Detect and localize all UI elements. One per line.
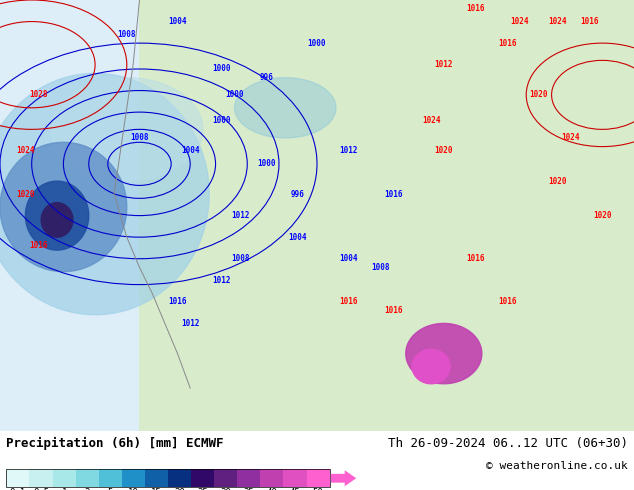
Text: Precipitation (6h) [mm] ECMWF: Precipitation (6h) [mm] ECMWF [6,437,224,450]
Text: 1020: 1020 [529,90,548,99]
Text: 15: 15 [151,488,162,490]
Bar [191,469,214,487]
Polygon shape [0,74,209,315]
Bar [237,469,261,487]
Text: 1020: 1020 [434,147,453,155]
Text: 1024: 1024 [561,133,580,143]
Bar [53,469,75,487]
Text: 1004: 1004 [168,17,187,26]
Text: 1028: 1028 [29,90,48,99]
Text: 20: 20 [174,488,185,490]
Text: 45: 45 [290,488,301,490]
Text: 1016: 1016 [384,190,403,198]
Text: 1016: 1016 [339,297,358,306]
Text: 1012: 1012 [231,211,250,220]
Bar [145,469,168,487]
Text: 1020: 1020 [593,211,612,220]
Text: 996: 996 [259,73,273,82]
Polygon shape [25,181,89,250]
Text: 0.5: 0.5 [33,488,49,490]
Bar [29,469,53,487]
Text: 1012: 1012 [434,60,453,69]
Text: 5: 5 [108,488,113,490]
Text: 1024: 1024 [510,17,529,26]
Text: © weatheronline.co.uk: © weatheronline.co.uk [486,461,628,470]
Polygon shape [114,0,634,431]
Text: Th 26-09-2024 06..12 UTC (06+30): Th 26-09-2024 06..12 UTC (06+30) [387,437,628,450]
Text: 1000: 1000 [307,39,327,48]
Text: 1016: 1016 [29,241,48,250]
Text: 1008: 1008 [130,133,149,143]
Bar [122,469,145,487]
Polygon shape [0,142,127,271]
Bar [261,469,283,487]
Bar [6,469,330,487]
Polygon shape [51,77,203,181]
FancyArrow shape [331,470,356,486]
Polygon shape [41,203,73,237]
Text: 1016: 1016 [466,254,485,263]
Text: 30: 30 [221,488,231,490]
Text: 1000: 1000 [257,159,276,169]
Text: 1016: 1016 [498,297,517,306]
Text: 10: 10 [128,488,139,490]
Text: 1012: 1012 [212,276,231,285]
Text: 25: 25 [197,488,208,490]
Text: 1016: 1016 [466,4,485,13]
Bar [99,469,122,487]
Text: 1024: 1024 [548,17,567,26]
Bar [6,469,29,487]
Text: 35: 35 [243,488,254,490]
Text: 1016: 1016 [168,297,187,306]
Text: 1020: 1020 [16,190,35,198]
Bar [283,469,307,487]
Bar [168,469,191,487]
Text: 1004: 1004 [339,254,358,263]
Text: 1: 1 [61,488,67,490]
Text: 1004: 1004 [288,233,307,242]
Text: 1024: 1024 [422,116,441,125]
Text: 1016: 1016 [580,17,599,26]
Bar [75,469,99,487]
Text: 2: 2 [84,488,90,490]
Polygon shape [235,77,336,138]
Text: 1008: 1008 [371,263,390,272]
Text: 1020: 1020 [548,176,567,186]
Bar [214,469,237,487]
Text: 0.1: 0.1 [10,488,26,490]
Polygon shape [0,0,139,431]
Text: 1000: 1000 [212,65,231,74]
Polygon shape [412,349,450,384]
Text: 1012: 1012 [181,319,200,328]
Polygon shape [406,323,482,384]
Text: 1000: 1000 [212,116,231,125]
Text: 1008: 1008 [117,30,136,39]
Text: 40: 40 [266,488,277,490]
Text: 996: 996 [291,190,305,198]
Text: 1000: 1000 [225,90,244,99]
Text: 1016: 1016 [498,39,517,48]
Text: 1024: 1024 [16,147,35,155]
Text: 1012: 1012 [339,147,358,155]
Text: 1008: 1008 [231,254,250,263]
Text: 1016: 1016 [384,306,403,315]
Text: 1004: 1004 [181,147,200,155]
Bar [307,469,330,487]
Text: 50: 50 [313,488,323,490]
